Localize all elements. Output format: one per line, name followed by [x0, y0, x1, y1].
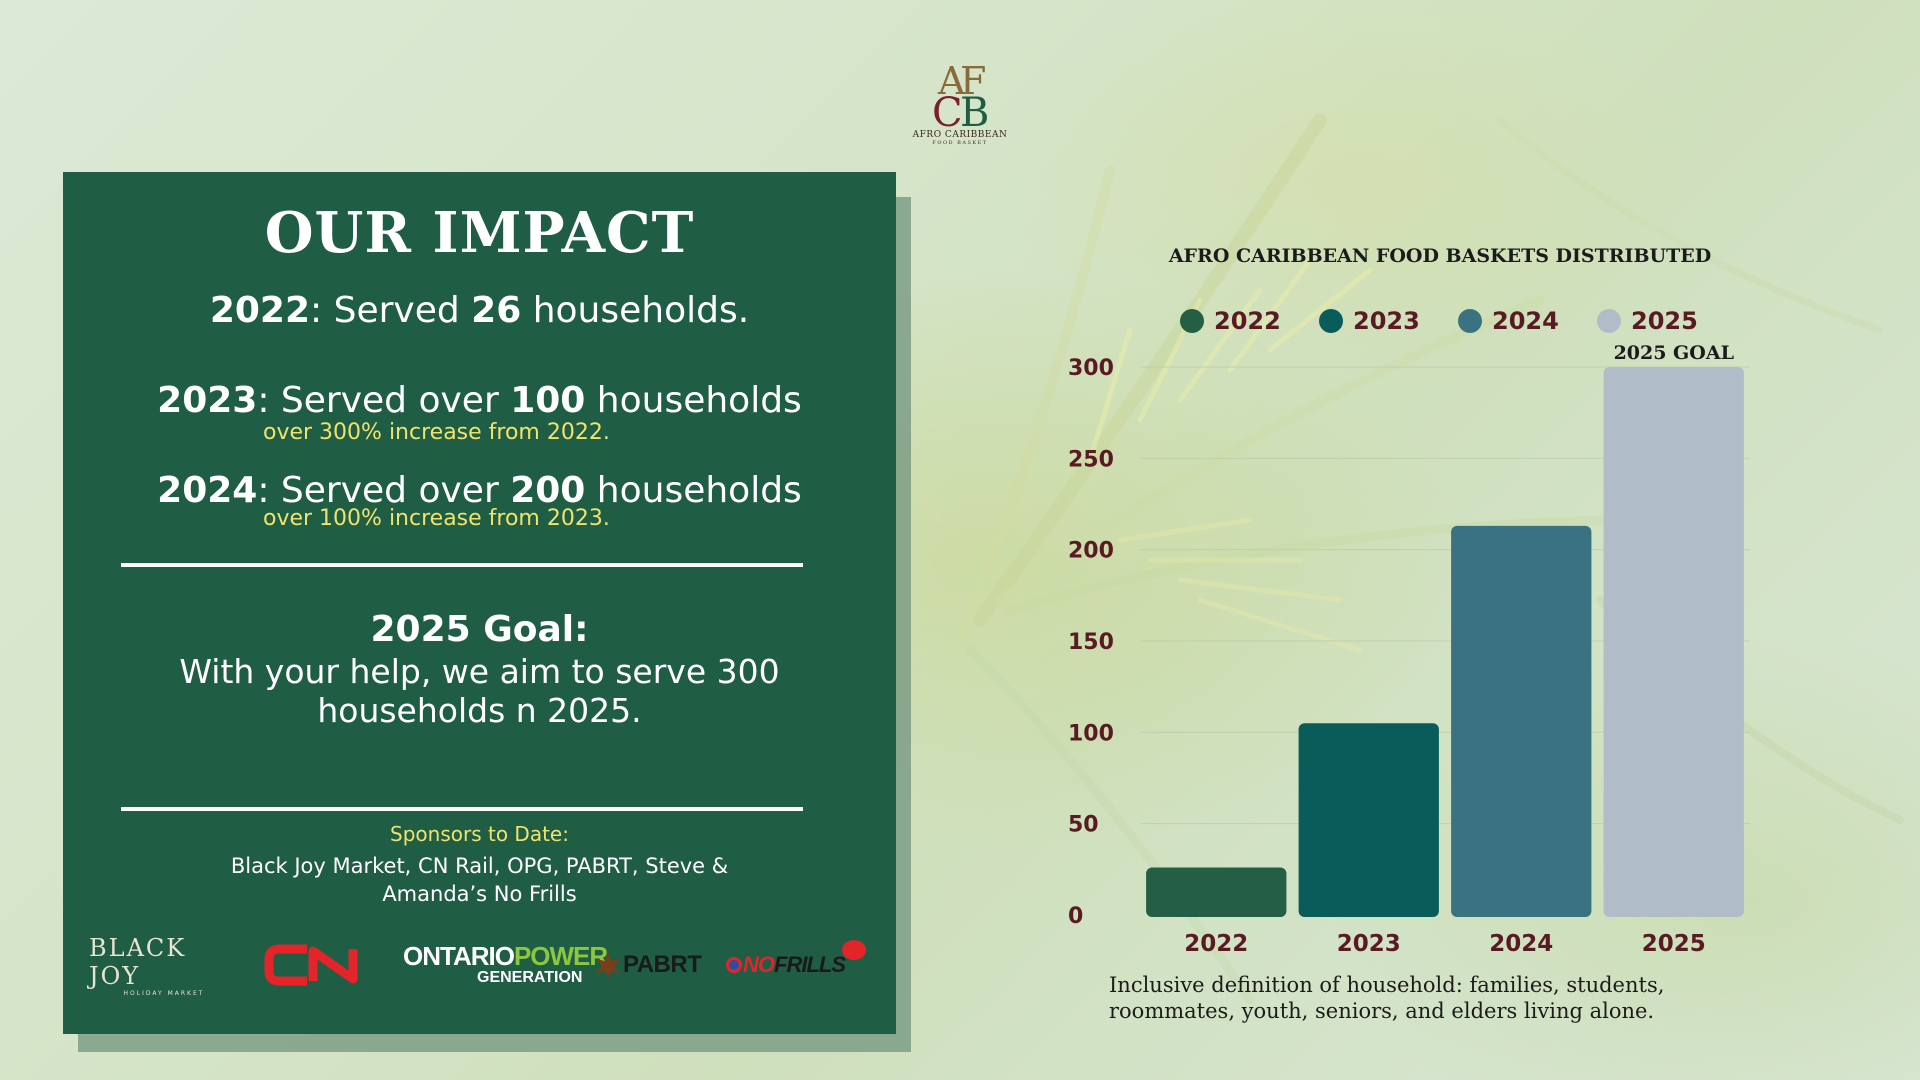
y-tick-label: 150	[1068, 630, 1114, 655]
stat-text: households	[585, 470, 802, 511]
opg-logo-power: POWER	[513, 941, 608, 971]
legend-item-2025: 2025	[1597, 307, 1736, 335]
legend-item-2023: 2023	[1319, 307, 1458, 335]
black-joy-logo: BLACK JOY HOLIDAY MARKET	[89, 934, 239, 997]
stat-text: households.	[521, 290, 750, 331]
chart-title: AFRO CARIBBEAN FOOD BASKETS DISTRIBUTED	[1168, 245, 1712, 267]
legend-swatch	[1597, 309, 1621, 333]
bar-2023	[1298, 723, 1439, 917]
bar-2022	[1146, 867, 1287, 917]
stat-text: : Served over	[257, 380, 511, 421]
stat-note-2024: over 100% increase from 2023.	[263, 506, 610, 531]
no-frills-badge-icon	[842, 940, 866, 960]
cn-logo-icon	[264, 944, 358, 986]
legend-swatch	[1180, 309, 1204, 333]
pabrt-logo-text: PABRT	[623, 951, 702, 978]
legend-label: 2023	[1353, 307, 1420, 335]
sponsors-heading: Sponsors to Date:	[390, 822, 569, 846]
stat-2024: 2024: Served over 200 households	[63, 470, 896, 511]
svg-text:B: B	[960, 90, 989, 128]
legend-label: 2024	[1492, 307, 1559, 335]
x-tick-label: 2025	[1642, 931, 1706, 957]
y-tick-label: 100	[1068, 721, 1114, 746]
y-tick-label: 250	[1068, 447, 1114, 472]
no-frills-target-icon	[726, 957, 742, 973]
y-tick-label: 0	[1068, 904, 1083, 929]
stat-note-2023: over 300% increase from 2022.	[263, 420, 610, 445]
svg-text:F: F	[960, 59, 986, 103]
opg-logo-ontario: ONTARIO	[403, 941, 515, 971]
stat-year: 2023	[157, 380, 258, 421]
y-tick-label: 200	[1068, 539, 1114, 564]
bar-chart: 0 50 100 150 200 250 300 2022 2023 2024 2025 2025 G…	[1068, 342, 1750, 957]
x-tick-label: 2024	[1489, 931, 1553, 957]
legend-label: 2025	[1631, 307, 1698, 335]
impact-panel: OUR IMPACT 2022: Served 26 households. 2…	[63, 172, 896, 1034]
cn-rail-logo	[263, 940, 373, 990]
stat-number: 26	[471, 290, 522, 331]
stat-text: households	[585, 380, 802, 421]
y-tick-label: 300	[1068, 356, 1114, 381]
goal-heading: 2025 Goal:	[370, 609, 589, 650]
logo-name: AFRO CARIBBEAN	[912, 130, 1008, 140]
pabrt-logo: PABRT	[593, 940, 713, 990]
afcb-monogram-icon: A F C B	[932, 59, 989, 128]
bar-2024	[1451, 525, 1592, 917]
no-frills-logo-frills: FRILLS	[774, 952, 846, 977]
svg-text:A: A	[937, 59, 966, 103]
legend-swatch	[1458, 309, 1482, 333]
x-tick-label: 2022	[1184, 931, 1248, 957]
stat-text: : Served	[310, 290, 472, 331]
svg-text:C: C	[932, 90, 963, 128]
legend-swatch	[1319, 309, 1343, 333]
divider	[121, 807, 803, 811]
stat-text: : Served over	[257, 470, 511, 511]
no-frills-logo: NOFRILLS	[725, 940, 895, 990]
stat-2022: 2022: Served 26 households.	[63, 290, 896, 331]
stat-2023: 2023: Served over 100 households	[63, 380, 896, 421]
no-frills-logo-no: NO	[743, 952, 775, 977]
opg-logo: ONTARIOPOWER GENERATION	[403, 940, 608, 990]
bar-2025	[1603, 367, 1744, 917]
legend-label: 2022	[1214, 307, 1281, 335]
impact-title: OUR IMPACT	[264, 200, 695, 266]
black-joy-logo-text: BLACK JOY	[89, 933, 187, 990]
goal-text: With your help, we aim to serve 300 hous…	[179, 652, 780, 730]
chart-note: Inclusive definition of household: famil…	[1109, 973, 1665, 1023]
x-tick-label: 2023	[1337, 931, 1401, 957]
y-tick-label: 50	[1068, 813, 1099, 838]
black-joy-logo-sub: HOLIDAY MARKET	[123, 989, 205, 997]
stat-number: 100	[510, 380, 586, 421]
legend-item-2024: 2024	[1458, 307, 1597, 335]
afcb-logo: A F C B AFRO CARIBBEAN FOOD BASKET	[900, 58, 1020, 158]
pabrt-leaf-icon	[596, 952, 620, 978]
stat-year: 2024	[157, 470, 258, 511]
divider	[121, 563, 803, 567]
stat-year: 2022	[209, 290, 311, 331]
logo-sub: FOOD BASKET	[932, 140, 988, 146]
goal-annotation: 2025 GOAL	[1614, 342, 1734, 364]
sponsors-list: Black Joy Market, CN Rail, OPG, PABRT, S…	[230, 854, 729, 906]
legend-item-2022: 2022	[1180, 307, 1319, 335]
stat-number: 200	[510, 470, 586, 511]
opg-logo-generation: GENERATION	[477, 969, 583, 986]
chart-legend: 2022 2023 2024 2025	[1180, 307, 1736, 335]
